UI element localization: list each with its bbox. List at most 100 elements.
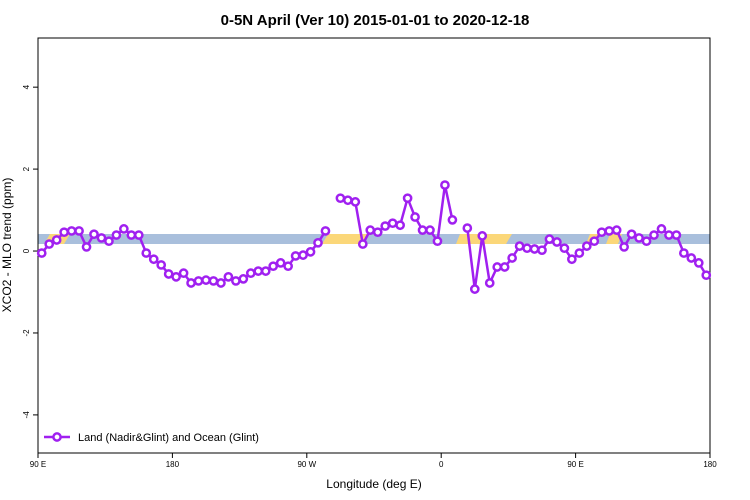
x-tick-label: 90 E bbox=[567, 460, 583, 469]
data-point bbox=[447, 215, 458, 225]
land-band bbox=[322, 234, 368, 244]
legend: Land (Nadir&Glint) and Ocean (Glint) bbox=[44, 432, 259, 444]
data-point bbox=[484, 278, 495, 288]
data-point bbox=[59, 227, 69, 238]
data-point bbox=[253, 266, 264, 276]
data-point bbox=[581, 241, 592, 251]
data-point bbox=[96, 233, 107, 243]
data-point bbox=[544, 234, 555, 245]
data-point bbox=[66, 226, 77, 236]
data-point bbox=[119, 224, 129, 234]
data-point bbox=[81, 242, 92, 252]
data-point bbox=[216, 278, 226, 288]
data-point bbox=[641, 236, 652, 247]
data-point bbox=[245, 268, 256, 279]
data-point bbox=[260, 266, 271, 276]
chart-title: 0-5N April (Ver 10) 2015-01-01 to 2020-1… bbox=[221, 12, 530, 29]
y-axis-label: XCO2 - MLO trend (ppm) bbox=[0, 178, 14, 313]
data-point bbox=[163, 269, 174, 279]
data-point bbox=[537, 245, 547, 256]
data-point bbox=[275, 258, 286, 268]
data-point bbox=[611, 225, 622, 235]
data-point bbox=[499, 262, 510, 272]
data-point bbox=[357, 239, 368, 249]
data-point bbox=[679, 248, 689, 258]
data-point bbox=[567, 254, 577, 265]
data-point bbox=[589, 236, 600, 247]
data-point bbox=[305, 246, 316, 257]
data-point bbox=[552, 237, 562, 247]
data-point bbox=[290, 251, 301, 261]
x-tick-label: 0 bbox=[439, 460, 444, 469]
data-point bbox=[619, 242, 629, 252]
data-point bbox=[268, 261, 279, 272]
data-point bbox=[507, 253, 517, 263]
data-point bbox=[469, 284, 480, 294]
data-point bbox=[141, 248, 152, 258]
land-band bbox=[606, 234, 622, 244]
data-point bbox=[298, 250, 308, 260]
data-point bbox=[686, 253, 697, 263]
data-point bbox=[365, 225, 376, 235]
data-point bbox=[664, 230, 674, 240]
data-point bbox=[74, 226, 84, 236]
data-point bbox=[178, 268, 189, 279]
data-point bbox=[402, 193, 413, 204]
data-point bbox=[596, 227, 607, 238]
data-point bbox=[133, 230, 144, 240]
data-point bbox=[335, 193, 346, 204]
data-point bbox=[626, 229, 637, 240]
y-tick-label: 0 bbox=[22, 248, 31, 253]
data-point bbox=[36, 248, 47, 258]
data-point bbox=[529, 244, 540, 254]
data-point bbox=[208, 276, 219, 286]
data-point bbox=[372, 227, 383, 238]
data-point bbox=[283, 261, 293, 272]
ocean-band bbox=[38, 234, 710, 244]
data-point bbox=[89, 229, 99, 240]
data-point bbox=[171, 271, 181, 282]
data-point bbox=[44, 239, 55, 249]
data-point bbox=[350, 197, 361, 207]
data-point bbox=[492, 262, 503, 272]
data-point bbox=[417, 225, 428, 235]
data-point bbox=[320, 226, 331, 236]
legend-marker bbox=[52, 432, 62, 442]
data-point bbox=[604, 226, 615, 236]
data-point bbox=[193, 276, 204, 286]
x-tick-label: 180 bbox=[166, 460, 180, 469]
data-point bbox=[126, 230, 137, 240]
data-point bbox=[634, 233, 644, 243]
data-point bbox=[343, 195, 353, 206]
data-point bbox=[574, 248, 585, 258]
data-point bbox=[477, 231, 488, 241]
x-tick-label: 90 W bbox=[297, 460, 316, 469]
x-tick-label: 90 E bbox=[30, 460, 46, 469]
data-point bbox=[514, 241, 525, 251]
data-point bbox=[693, 258, 704, 268]
data-point bbox=[238, 274, 249, 284]
data-point bbox=[440, 180, 450, 190]
data-point bbox=[231, 276, 241, 286]
data-point bbox=[522, 243, 532, 254]
y-tick-label: -2 bbox=[22, 329, 31, 337]
data-point bbox=[462, 223, 473, 233]
data-point bbox=[656, 224, 667, 234]
data-point bbox=[395, 220, 405, 231]
y-tick-label: -4 bbox=[22, 411, 31, 419]
data-point bbox=[671, 230, 682, 240]
data-point bbox=[649, 230, 659, 240]
y-tick-label: 2 bbox=[22, 166, 31, 171]
data-point bbox=[425, 225, 435, 235]
data-point bbox=[380, 221, 391, 231]
x-axis-label: Longitude (deg E) bbox=[326, 477, 421, 491]
data-point bbox=[387, 218, 398, 229]
data-point bbox=[432, 236, 443, 247]
data-point bbox=[148, 254, 159, 265]
data-point bbox=[410, 212, 420, 222]
legend-label: Land (Nadir&Glint) and Ocean (Glint) bbox=[78, 432, 259, 444]
data-point bbox=[111, 230, 122, 240]
data-point bbox=[201, 275, 211, 285]
